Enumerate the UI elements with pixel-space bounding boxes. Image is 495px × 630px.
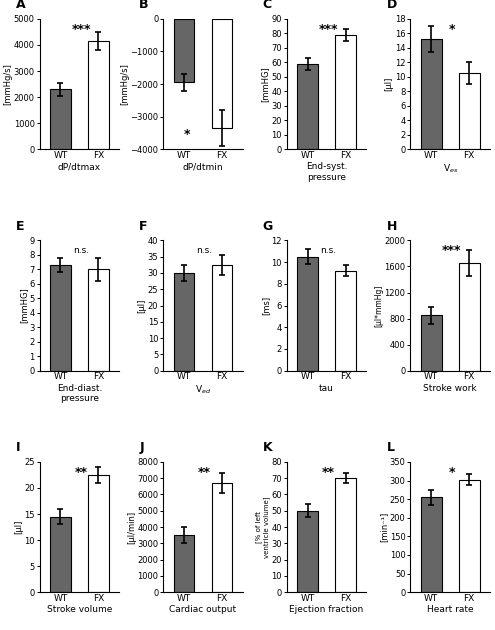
Text: I: I: [16, 441, 20, 454]
X-axis label: V$_{ed}$: V$_{ed}$: [195, 384, 211, 396]
Bar: [174, 273, 195, 370]
Bar: [50, 517, 71, 592]
Text: A: A: [16, 0, 25, 11]
Text: D: D: [387, 0, 396, 11]
Text: **: **: [75, 466, 88, 479]
Bar: [459, 263, 480, 370]
X-axis label: dP/dtmin: dP/dtmin: [183, 163, 223, 171]
Bar: [335, 271, 356, 370]
Bar: [459, 73, 480, 149]
Text: K: K: [263, 441, 272, 454]
Y-axis label: [mmHG]: [mmHG]: [19, 288, 28, 323]
X-axis label: Ejection fraction: Ejection fraction: [290, 605, 364, 614]
Y-axis label: [µl/min]: [µl/min]: [127, 510, 136, 544]
Y-axis label: [% of left
ventricle volume]: [% of left ventricle volume]: [255, 496, 270, 558]
Text: B: B: [139, 0, 149, 11]
X-axis label: tau: tau: [319, 384, 334, 393]
Text: ***: ***: [318, 23, 338, 36]
Text: J: J: [139, 441, 144, 454]
Text: *: *: [184, 129, 191, 141]
Y-axis label: [mmHg/s]: [mmHg/s]: [120, 63, 129, 105]
Y-axis label: [mmHG]: [mmHG]: [261, 66, 270, 102]
Text: ***: ***: [442, 244, 461, 257]
Text: L: L: [387, 441, 395, 454]
Text: E: E: [16, 220, 24, 232]
X-axis label: Stroke work: Stroke work: [423, 384, 477, 393]
X-axis label: End-diast.
pressure: End-diast. pressure: [57, 384, 102, 403]
Y-axis label: [µl*mmHg]: [µl*mmHg]: [374, 284, 383, 327]
X-axis label: End-syst.
pressure: End-syst. pressure: [306, 163, 347, 182]
Text: *: *: [448, 466, 455, 479]
Text: **: **: [198, 466, 211, 479]
Bar: [211, 483, 233, 592]
Text: F: F: [139, 220, 148, 232]
Y-axis label: [mmHg/s]: [mmHg/s]: [3, 63, 12, 105]
Bar: [88, 475, 109, 592]
Bar: [297, 64, 318, 149]
Bar: [421, 316, 442, 370]
Bar: [88, 41, 109, 149]
X-axis label: dP/dtmax: dP/dtmax: [58, 163, 101, 171]
Bar: [174, 19, 195, 83]
Text: n.s.: n.s.: [320, 246, 336, 255]
X-axis label: V$_{es}$: V$_{es}$: [443, 163, 458, 175]
Bar: [421, 39, 442, 149]
Text: ***: ***: [71, 23, 91, 36]
Text: H: H: [387, 220, 397, 232]
Y-axis label: [µl]: [µl]: [385, 77, 394, 91]
Bar: [211, 19, 233, 128]
X-axis label: Stroke volume: Stroke volume: [47, 605, 112, 614]
Text: **: **: [322, 466, 335, 479]
Y-axis label: [µl]: [µl]: [14, 520, 23, 534]
X-axis label: Heart rate: Heart rate: [427, 605, 474, 614]
Bar: [335, 35, 356, 149]
Y-axis label: [µl]: [µl]: [137, 299, 147, 312]
Bar: [211, 265, 233, 370]
Bar: [88, 270, 109, 370]
X-axis label: Cardiac output: Cardiac output: [169, 605, 237, 614]
Bar: [50, 89, 71, 149]
Bar: [297, 511, 318, 592]
Bar: [297, 256, 318, 370]
Bar: [421, 497, 442, 592]
Bar: [459, 480, 480, 592]
Text: *: *: [448, 23, 455, 36]
Y-axis label: [ms]: [ms]: [261, 296, 270, 315]
Text: G: G: [263, 220, 273, 232]
Text: C: C: [263, 0, 272, 11]
Bar: [50, 265, 71, 370]
Bar: [335, 478, 356, 592]
Y-axis label: [min⁻¹]: [min⁻¹]: [379, 512, 388, 542]
Text: n.s.: n.s.: [73, 246, 89, 255]
Text: n.s.: n.s.: [197, 246, 213, 255]
Bar: [174, 536, 195, 592]
